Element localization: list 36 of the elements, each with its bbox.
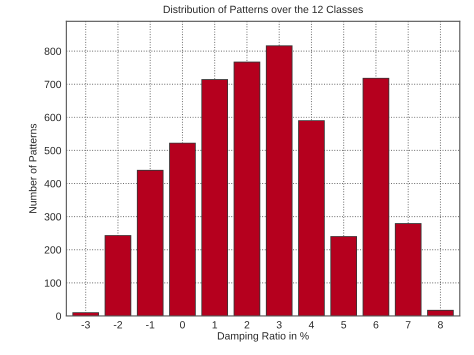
x-tick-label: 3 — [276, 321, 282, 328]
y-tick-label: 400 — [44, 180, 62, 188]
bar — [169, 142, 196, 316]
x-tick-label: -2 — [114, 321, 122, 328]
chart-title: Distribution of Patterns over the 12 Classes — [164, 5, 363, 14]
bar — [266, 45, 293, 316]
bar — [136, 170, 164, 316]
bar — [427, 310, 454, 316]
bar — [298, 120, 325, 316]
x-tick-label: 4 — [308, 321, 314, 328]
y-tick-label: 200 — [44, 246, 62, 254]
y-axis-title: Number of Patterns — [28, 124, 37, 213]
bar — [234, 62, 260, 316]
x-tick-label: 8 — [438, 321, 443, 328]
y-tick-label: 700 — [44, 80, 62, 88]
bar — [394, 223, 422, 316]
x-tick-label: 7 — [406, 321, 411, 328]
x-tick-label: 0 — [180, 321, 185, 328]
x-tick-label: 2 — [244, 321, 250, 328]
x-tick-label: -1 — [146, 321, 154, 328]
bar — [330, 236, 358, 316]
bar — [72, 312, 100, 316]
x-tick-label: 1 — [212, 321, 218, 328]
y-tick-label: 0 — [56, 312, 62, 320]
y-tick-label: 100 — [44, 279, 62, 287]
bar — [201, 79, 228, 316]
bar — [104, 235, 132, 316]
x-axis-title: Damping Ratio in % — [218, 332, 309, 342]
y-tick-label: 800 — [44, 48, 62, 55]
y-tick-label: 300 — [44, 213, 62, 221]
x-tick-label: 6 — [374, 321, 378, 328]
x-tick-label: -3 — [82, 321, 90, 328]
y-tick-label: 600 — [44, 114, 62, 122]
y-tick-label: 500 — [44, 146, 62, 154]
bar — [362, 78, 390, 316]
x-tick-label: 5 — [341, 321, 346, 328]
